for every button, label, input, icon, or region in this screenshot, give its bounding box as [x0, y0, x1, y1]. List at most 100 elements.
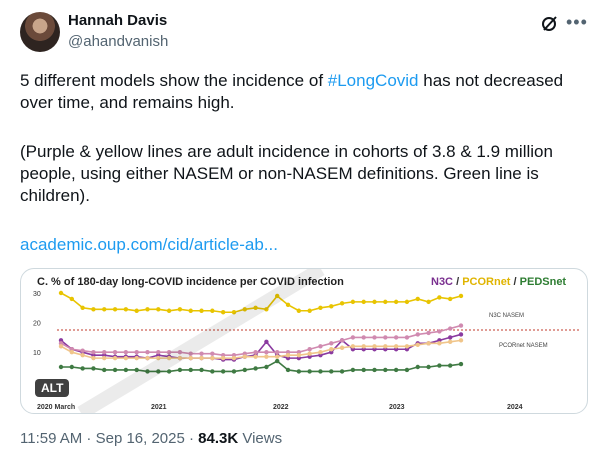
data-point: [404, 344, 410, 349]
data-point: [329, 341, 334, 346]
data-point: [264, 364, 269, 370]
more-options-icon[interactable]: •••: [566, 12, 588, 32]
data-point: [437, 363, 442, 368]
view-count: 84.3K: [198, 430, 239, 447]
data-point: [188, 351, 193, 356]
data-point: [447, 296, 453, 302]
data-point: [253, 305, 258, 310]
data-point: [145, 307, 150, 312]
x-tick-label: 2020 March: [37, 404, 75, 411]
data-point: [264, 350, 269, 355]
legend-pedsnet: PEDSnet: [520, 276, 567, 288]
data-point: [145, 350, 150, 355]
data-point: [372, 367, 377, 373]
data-point: [166, 369, 172, 374]
data-point: [80, 305, 85, 310]
data-point: [220, 369, 226, 374]
data-point: [231, 310, 237, 315]
chart: C. % of 180-day long-COVID incidence per…: [33, 269, 581, 413]
data-point: [426, 330, 431, 336]
data-point: [210, 355, 215, 361]
tweet-text: has not decreased: [418, 71, 564, 90]
data-point: [437, 295, 442, 300]
data-point: [177, 350, 183, 355]
data-point: [318, 305, 323, 310]
data-point: [329, 347, 334, 352]
data-point: [415, 342, 420, 347]
chart-title: C. % of 180-day long-COVID incidence per…: [37, 276, 344, 288]
data-point: [329, 369, 334, 374]
avatar[interactable]: [20, 12, 60, 52]
data-point: [112, 307, 118, 312]
grok-icon[interactable]: [540, 14, 560, 34]
data-point: [199, 308, 204, 313]
data-point: [102, 355, 107, 361]
data-point: [383, 335, 388, 340]
data-point: [112, 355, 118, 361]
data-point: [242, 367, 247, 373]
data-point: [296, 369, 302, 374]
data-point: [447, 363, 453, 368]
data-point: [339, 345, 345, 350]
data-point: [156, 369, 161, 374]
data-point: [329, 304, 334, 309]
data-point: [253, 366, 258, 371]
tweet-para2-line3: children).: [20, 186, 90, 205]
data-point: [285, 352, 291, 358]
data-point: [253, 350, 258, 355]
data-point: [372, 299, 377, 305]
data-point: [264, 354, 269, 359]
author-handle[interactable]: @ahandvanish: [68, 33, 169, 50]
data-point: [188, 367, 193, 373]
data-point: [166, 308, 172, 313]
data-point: [102, 350, 107, 355]
hashtag-link[interactable]: #LongCovid: [327, 71, 419, 90]
y-tick-label: 10: [33, 350, 41, 357]
data-point: [275, 354, 280, 359]
data-point: [404, 367, 410, 373]
author-name[interactable]: Hannah Davis: [68, 12, 168, 29]
data-point: [264, 339, 269, 345]
data-point: [393, 367, 399, 373]
data-point: [231, 355, 237, 361]
data-point: [58, 344, 64, 349]
tweet-para2-line2: people, using either NASEM or non-NASEM …: [20, 164, 539, 183]
data-point: [123, 307, 129, 312]
data-point: [415, 296, 420, 302]
x-tick-label: 2023: [389, 404, 405, 411]
data-point: [91, 307, 96, 312]
x-tick-label: 2024: [507, 404, 523, 411]
data-point: [339, 369, 345, 374]
x-tick-label: 2022: [273, 404, 289, 411]
alt-badge[interactable]: ALT: [35, 379, 70, 397]
tweet-image[interactable]: C. % of 180-day long-COVID incidence per…: [20, 268, 588, 414]
data-point: [177, 367, 183, 373]
data-point: [275, 350, 280, 355]
data-point: [296, 308, 302, 313]
data-point: [210, 308, 215, 313]
data-point: [166, 350, 172, 355]
data-point: [199, 355, 204, 361]
data-point: [426, 299, 431, 305]
data-point: [156, 350, 161, 355]
article-link[interactable]: academic.oup.com/cid/article-ab...: [20, 235, 278, 254]
data-point: [458, 361, 464, 367]
data-point: [318, 350, 323, 355]
data-point: [220, 310, 226, 315]
tweet-text: 5 different models show the incidence of: [20, 71, 328, 90]
data-point: [80, 348, 85, 353]
data-point: [134, 367, 139, 373]
data-point: [102, 367, 107, 373]
data-point: [350, 367, 356, 373]
data-point: [307, 369, 312, 374]
data-point: [458, 332, 464, 337]
data-point: [307, 308, 312, 313]
data-point: [145, 355, 150, 361]
data-point: [156, 307, 161, 312]
data-point: [177, 307, 183, 312]
data-point: [361, 299, 366, 305]
data-point: [350, 299, 356, 305]
data-point: [458, 338, 464, 343]
timestamp[interactable]: 11:59 AM · Sep 16, 2025 ·: [20, 430, 199, 447]
tweet-line-2: over time, and remains high.: [20, 93, 235, 112]
